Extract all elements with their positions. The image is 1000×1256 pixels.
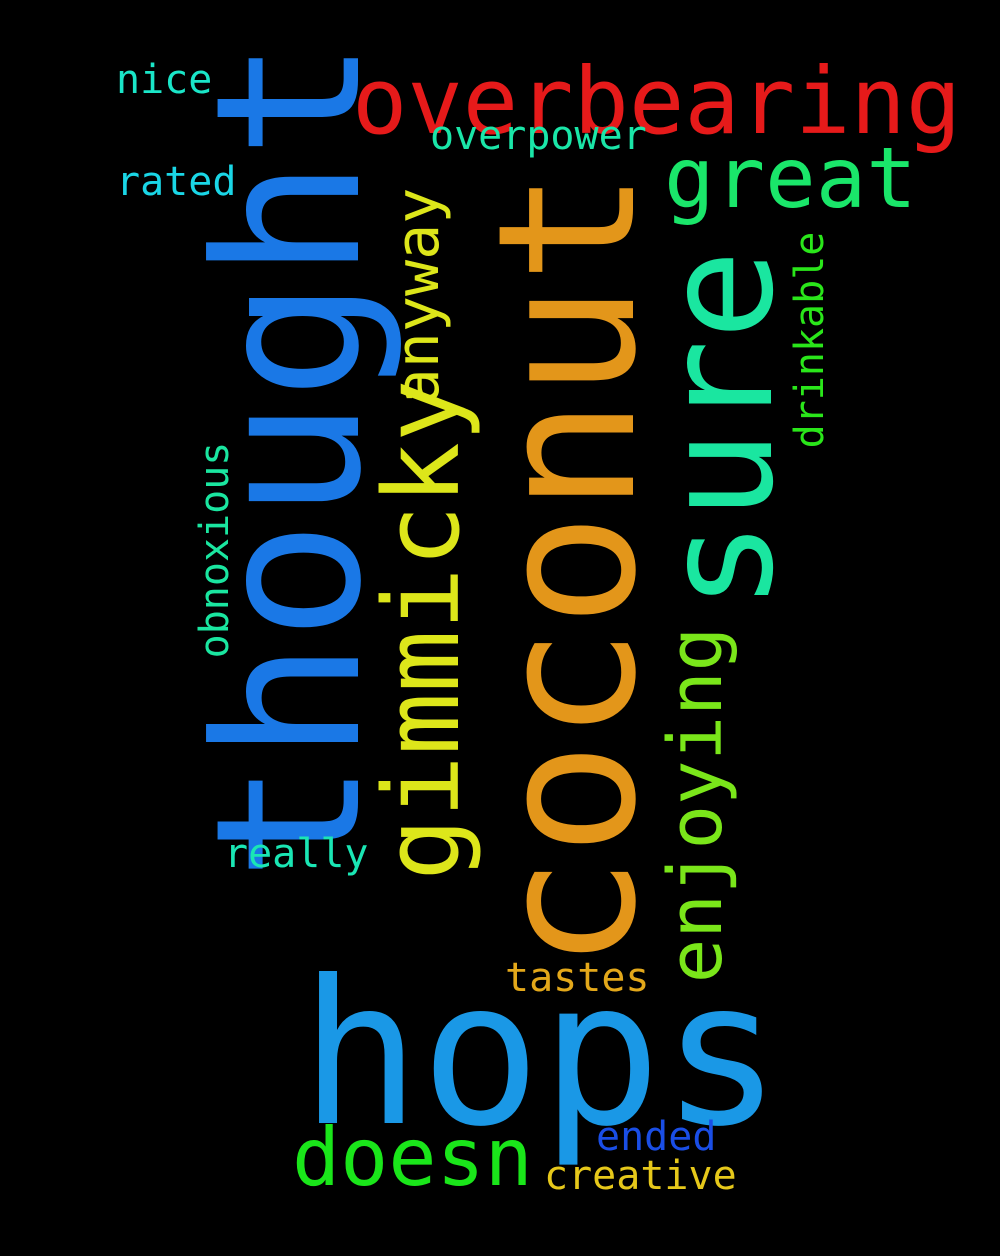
word-rated: rated [116, 159, 237, 205]
word-nice: nice [116, 57, 213, 103]
word-overbearing: overbearing [352, 48, 962, 155]
word-doesn: doesn [292, 1111, 533, 1204]
word-tastes: tastes [505, 955, 650, 1001]
word-overpower: overpower [430, 113, 647, 159]
word-sure: sure [633, 249, 807, 611]
word-ended: ended [596, 1114, 717, 1160]
word-great: great [664, 129, 917, 227]
word-obnoxious: obnoxious [192, 441, 238, 659]
word-enjoying: enjoying [653, 626, 739, 984]
word-creative: creative [544, 1153, 737, 1199]
word-anyway: anyway [383, 187, 453, 405]
word-drinkable: drinkable [787, 231, 833, 449]
word-gimmicky: gimmicky [361, 379, 483, 881]
word-really: really [224, 831, 369, 877]
word-hops: hops [300, 938, 782, 1171]
